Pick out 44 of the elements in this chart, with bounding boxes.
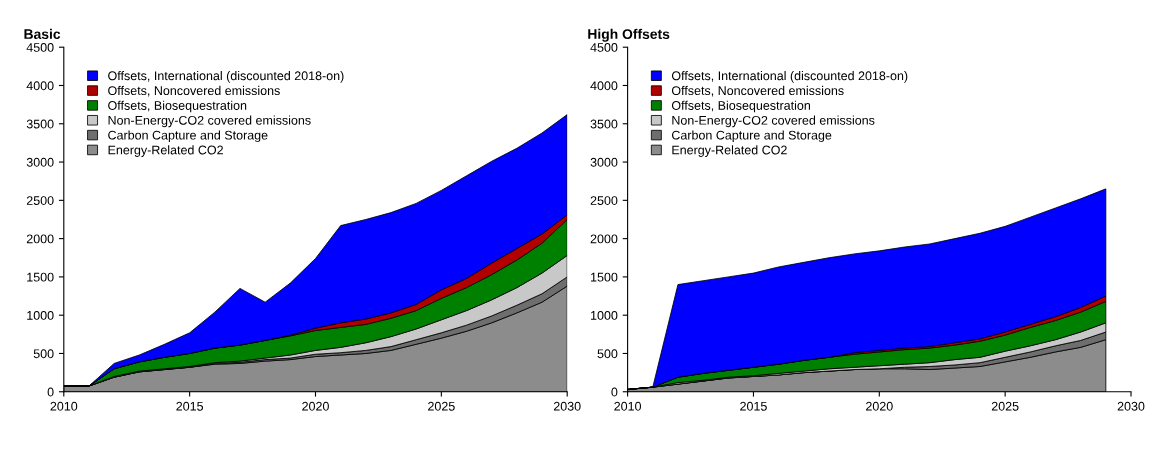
y-tick-label: 3000: [590, 157, 618, 167]
x-tick-label: 2020: [302, 401, 329, 411]
y-tick-label: 3000: [26, 157, 54, 167]
x-tick-label: 2010: [50, 401, 78, 411]
x-tick-label: 2025: [428, 401, 455, 411]
y-tick-label: 4500: [26, 43, 54, 52]
legend-label: Non-Energy-CO2 covered emissions: [672, 115, 875, 128]
y-tick-label: 1000: [27, 310, 54, 320]
y-tick-label: 2500: [26, 196, 54, 205]
x-tick-label: 2025: [991, 401, 1019, 411]
legend-label: Offsets, International (discounted 2018-on): [108, 71, 344, 83]
legend-label: Energy-Related CO2: [108, 145, 223, 157]
y-tick-label: 3500: [26, 119, 54, 129]
legend-label: Non-Energy-CO2 covered emissions: [108, 115, 311, 128]
y-tick-label: 2500: [590, 196, 618, 205]
legend-label: Carbon Capture and Storage: [108, 130, 268, 143]
y-tick-label: 3500: [590, 119, 618, 129]
y-tick-label: 1000: [591, 310, 618, 320]
x-tick-label: 2020: [866, 401, 893, 411]
y-tick-label: 500: [597, 349, 618, 359]
y-tick-label: 4500: [590, 43, 618, 52]
legend-label: Offsets, International (discounted 2018-on): [671, 71, 908, 83]
y-tick-label: 0: [47, 387, 54, 397]
y-tick-label: 2000: [590, 234, 618, 244]
chart-title: Basic: [24, 28, 61, 39]
x-tick-label: 2015: [740, 401, 767, 411]
x-tick-label: 2015: [176, 401, 204, 411]
y-tick-label: 500: [33, 349, 54, 359]
y-tick-label: 4000: [26, 81, 54, 91]
legend-label: Offsets, Noncovered emissions: [108, 85, 280, 97]
y-tick-label: 2000: [26, 234, 54, 244]
x-tick-label: 2010: [614, 401, 642, 411]
legend-label: Offsets, Biosequestration: [671, 100, 810, 113]
legend-label: Offsets, Noncovered emissions: [671, 85, 844, 97]
y-tick-label: 1500: [591, 272, 618, 282]
x-tick-label: 2030: [553, 401, 581, 411]
x-tick-label: 2030: [1117, 401, 1145, 411]
y-tick-label: 4000: [590, 81, 618, 91]
legend-label: Carbon Capture and Storage: [671, 130, 832, 143]
chart-title: High Offsets: [588, 28, 670, 42]
y-tick-label: 1500: [27, 272, 54, 282]
y-tick-label: 0: [611, 387, 618, 397]
legend-label: Energy-Related CO2: [672, 145, 787, 157]
legend-label: Offsets, Biosequestration: [108, 100, 247, 113]
